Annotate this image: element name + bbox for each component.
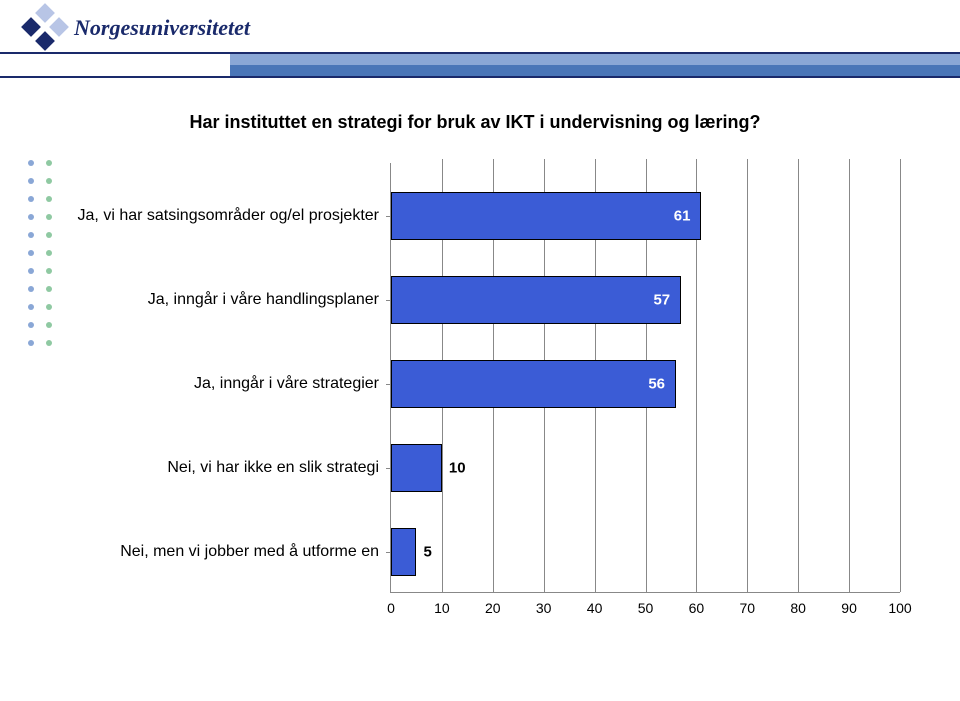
bar: 10 — [391, 444, 442, 492]
bullet-pair — [28, 322, 52, 328]
bullet-dot — [46, 178, 52, 184]
chart-title: Har instituttet en strategi for bruk av … — [50, 112, 900, 133]
bar-value: 61 — [674, 208, 691, 225]
bar: 61 — [391, 192, 701, 240]
plot-area: 0102030405060708090100Ja, vi har satsing… — [390, 163, 900, 593]
bar: 56 — [391, 360, 676, 408]
header-rule-bottom — [0, 76, 960, 78]
x-tick-label: 40 — [587, 600, 603, 616]
bullet-dot — [28, 304, 34, 310]
x-tick-label: 90 — [841, 600, 857, 616]
bullet-dot — [28, 250, 34, 256]
bullet-dot — [28, 196, 34, 202]
bar-row: Ja, inngår i våre strategier56 — [391, 360, 900, 408]
category-label: Ja, vi har satsingsområder og/el prosjek… — [59, 207, 379, 225]
bullet-dot — [46, 286, 52, 292]
bullet-pair — [28, 214, 52, 220]
bullet-dot — [28, 286, 34, 292]
bullet-pair — [28, 196, 52, 202]
bar-row: Nei, men vi jobber med å utforme en5 — [391, 528, 900, 576]
logo-mark-icon — [24, 6, 68, 50]
slide-header: Norgesuniversitetet — [0, 0, 960, 92]
slide-body: Har instituttet en strategi for bruk av … — [0, 112, 960, 633]
bullet-pair — [28, 286, 52, 292]
bullet-dot — [46, 304, 52, 310]
bullet-pair — [28, 268, 52, 274]
grid-line — [900, 159, 901, 592]
bullet-dot — [28, 322, 34, 328]
bullet-dot — [28, 340, 34, 346]
bar: 5 — [391, 528, 416, 576]
bullet-pair — [28, 178, 52, 184]
bullet-dot — [28, 160, 34, 166]
bar-value: 5 — [423, 544, 431, 561]
x-tick-label: 30 — [536, 600, 552, 616]
brand-logo: Norgesuniversitetet — [24, 6, 250, 50]
brand-name: Norgesuniversitetet — [74, 15, 250, 41]
x-tick-label: 80 — [790, 600, 806, 616]
x-tick-label: 20 — [485, 600, 501, 616]
stripe-top — [230, 54, 960, 65]
bar-value: 10 — [449, 460, 466, 477]
bullet-dot — [28, 214, 34, 220]
stripe-bottom — [230, 65, 960, 76]
bullet-dot — [46, 160, 52, 166]
bar-row: Ja, inngår i våre handlingsplaner57 — [391, 276, 900, 324]
x-tick-label: 100 — [888, 600, 911, 616]
bullet-column — [28, 160, 52, 346]
bullet-dot — [28, 178, 34, 184]
bar-value: 56 — [648, 376, 665, 393]
bullet-dot — [46, 232, 52, 238]
bullet-dot — [46, 268, 52, 274]
x-tick-label: 10 — [434, 600, 450, 616]
category-label: Ja, inngår i våre handlingsplaner — [59, 291, 379, 309]
x-tick-label: 70 — [740, 600, 756, 616]
bar: 57 — [391, 276, 681, 324]
bullet-dot — [28, 268, 34, 274]
bullet-dot — [46, 250, 52, 256]
bar-row: Ja, vi har satsingsområder og/el prosjek… — [391, 192, 900, 240]
x-tick-label: 50 — [638, 600, 654, 616]
bullet-pair — [28, 160, 52, 166]
bullet-dot — [46, 322, 52, 328]
bar-value: 57 — [653, 292, 670, 309]
bullet-dot — [46, 196, 52, 202]
category-label: Nei, vi har ikke en slik strategi — [59, 459, 379, 477]
header-stripe — [0, 54, 960, 76]
bullet-pair — [28, 232, 52, 238]
x-tick-label: 60 — [689, 600, 705, 616]
bullet-dot — [46, 214, 52, 220]
x-tick-label: 0 — [387, 600, 395, 616]
bullet-dot — [28, 232, 34, 238]
bullet-dot — [46, 340, 52, 346]
bullet-pair — [28, 340, 52, 346]
bullet-pair — [28, 304, 52, 310]
category-label: Nei, men vi jobber med å utforme en — [59, 543, 379, 561]
category-label: Ja, inngår i våre strategier — [59, 375, 379, 393]
bar-row: Nei, vi har ikke en slik strategi10 — [391, 444, 900, 492]
bullet-pair — [28, 250, 52, 256]
chart: 0102030405060708090100Ja, vi har satsing… — [70, 163, 900, 633]
